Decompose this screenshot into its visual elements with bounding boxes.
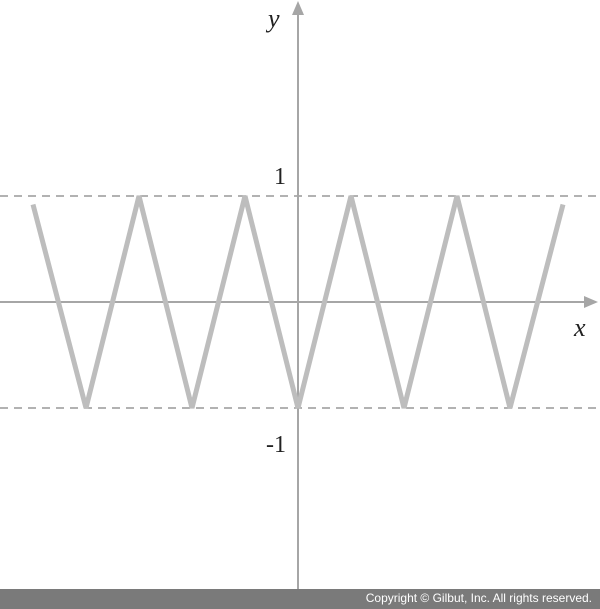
axes [0,1,598,589]
y-tick-label-1: 1 [274,164,286,190]
series-line-0 [30,195,566,409]
chart-plot: x y 1 -1 [0,1,600,589]
y-axis-arrow [292,1,304,15]
y-tick-label-neg1: -1 [266,432,286,458]
series-group [30,195,566,409]
x-axis-arrow [584,296,598,308]
y-axis-label: y [265,4,280,33]
x-axis-label: x [573,313,586,342]
copyright-text: Copyright © Gilbut, Inc. All rights rese… [365,591,592,605]
copyright-bar: Copyright © Gilbut, Inc. All rights rese… [0,589,600,609]
